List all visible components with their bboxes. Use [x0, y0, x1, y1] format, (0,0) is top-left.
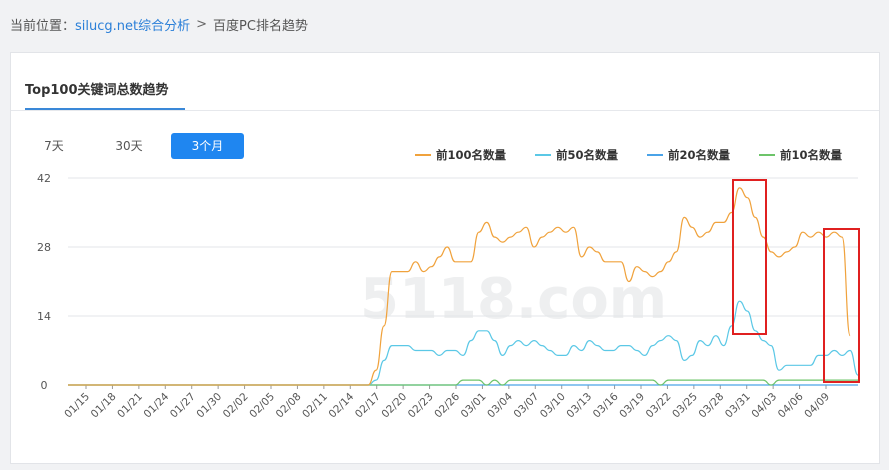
- x-tick-label-02-17: 02/17: [353, 391, 383, 421]
- x-tick-label-03-16: 03/16: [591, 390, 621, 420]
- x-tick-label-01-30: 01/30: [194, 391, 224, 421]
- breadcrumb-link-site[interactable]: silucg.net综合分析: [75, 18, 191, 34]
- y-tick-label-0: 0: [41, 379, 48, 392]
- x-tick-label-03-13: 03/13: [564, 391, 594, 421]
- x-tick-label-03-01: 03/01: [459, 391, 489, 421]
- legend-item-top50[interactable]: 前50名数量: [535, 147, 618, 163]
- x-tick-label-02-26: 02/26: [432, 390, 462, 420]
- x-tick-label-04-09: 04/09: [802, 391, 832, 421]
- x-tick-label-02-23: 02/23: [406, 391, 436, 421]
- x-tick-label-03-19: 03/19: [617, 391, 647, 421]
- x-tick-label-03-10: 03/10: [538, 391, 568, 421]
- highlight-box-2: [823, 228, 860, 383]
- range-button-7d[interactable]: 7天: [44, 139, 64, 153]
- x-tick-label-03-28: 03/28: [697, 391, 727, 421]
- card-divider: [11, 110, 879, 111]
- breadcrumb-prefix: 当前位置：: [10, 18, 76, 34]
- y-tick-label-14: 14: [37, 310, 51, 323]
- series-line-top100: [68, 187, 851, 386]
- legend-swatch-top20: [647, 154, 663, 156]
- legend-swatch-top100: [415, 154, 431, 156]
- legend-swatch-top50: [535, 154, 551, 156]
- x-tick-label-02-14: 02/14: [327, 390, 357, 420]
- y-tick-label-42: 42: [37, 172, 51, 185]
- x-tick-label-04-06: 04/06: [776, 390, 806, 420]
- breadcrumb: 当前位置： silucg.net综合分析 > 百度PC排名趋势: [10, 14, 308, 34]
- legend-label-top100: 前100名数量: [436, 148, 507, 162]
- x-tick-label-03-25: 03/25: [670, 391, 700, 421]
- range-button-3m[interactable]: 3个月: [171, 133, 244, 159]
- card-title: Top100关键词总数趋势: [25, 83, 169, 98]
- highlight-box-1: [732, 179, 767, 335]
- legend-item-top10[interactable]: 前10名数量: [759, 147, 842, 163]
- legend-label-top10: 前10名数量: [780, 148, 843, 162]
- x-tick-label-01-27: 01/27: [168, 391, 198, 421]
- legend-item-top100[interactable]: 前100名数量: [415, 147, 506, 163]
- x-tick-label-03-22: 03/22: [644, 391, 674, 421]
- card-title-underline: [25, 108, 185, 110]
- x-tick-label-01-24: 01/24: [142, 390, 172, 420]
- x-tick-label-03-04: 03/04: [485, 390, 515, 420]
- x-tick-label-01-18: 01/18: [89, 391, 119, 421]
- x-tick-label-02-02: 02/02: [221, 391, 251, 421]
- series-line-top50: [68, 300, 859, 386]
- x-tick-label-02-05: 02/05: [247, 391, 277, 421]
- breadcrumb-separator: >: [196, 16, 208, 32]
- x-tick-label-03-07: 03/07: [512, 391, 542, 421]
- x-tick-label-01-15: 01/15: [62, 391, 92, 421]
- series-line-top10: [68, 379, 858, 386]
- y-tick-label-28: 28: [37, 241, 51, 254]
- x-tick-label-01-21: 01/21: [115, 391, 145, 421]
- range-button-30d[interactable]: 30天: [115, 139, 143, 153]
- x-tick-label-02-20: 02/20: [379, 391, 409, 421]
- legend-label-top20: 前20名数量: [668, 148, 731, 162]
- x-tick-label-02-08: 02/08: [274, 391, 304, 421]
- x-tick-label-03-31: 03/31: [723, 391, 753, 421]
- breadcrumb-current: 百度PC排名趋势: [213, 18, 308, 34]
- trend-card: Top100关键词总数趋势 7天 30天 3个月 前100名数量 前50名数量 …: [10, 52, 880, 464]
- x-tick-label-04-03: 04/03: [749, 391, 779, 421]
- legend-swatch-top10: [759, 154, 775, 156]
- legend-item-top20[interactable]: 前20名数量: [647, 147, 730, 163]
- x-tick-label-02-11: 02/11: [300, 391, 330, 421]
- watermark-text: 5118.com: [360, 267, 667, 332]
- legend-label-top50: 前50名数量: [556, 148, 619, 162]
